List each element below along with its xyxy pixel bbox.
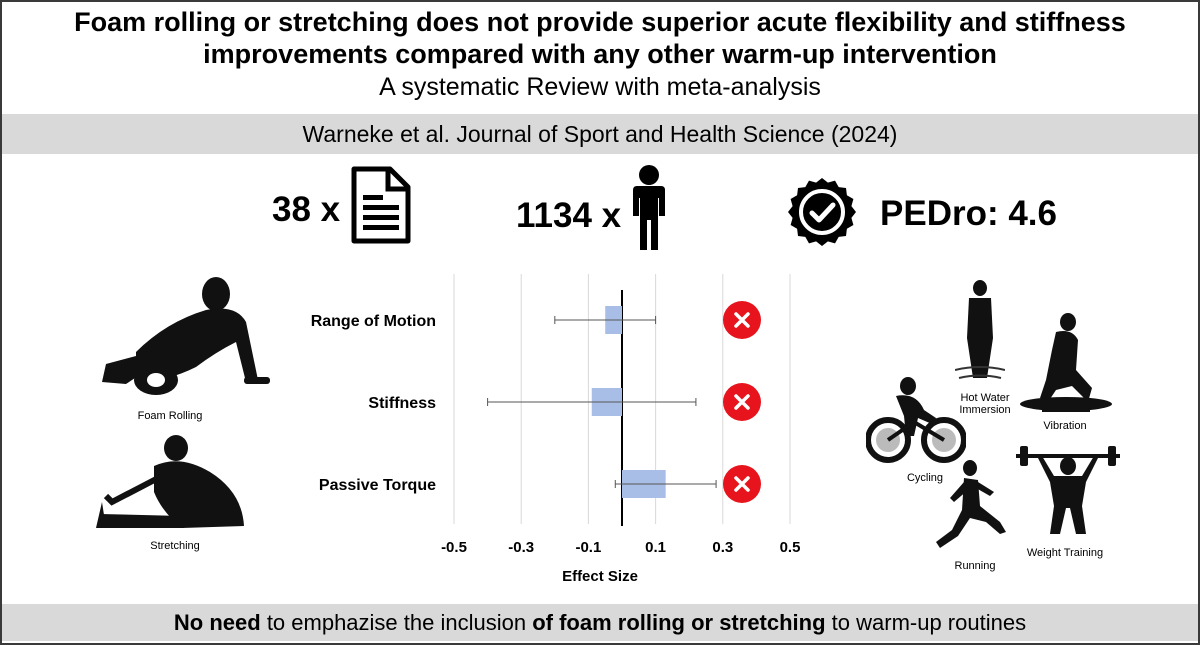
running-illustration xyxy=(936,460,1006,548)
citation-text: Warneke et al. Journal of Sport and Heal… xyxy=(302,121,898,147)
foam-rolling-illustration xyxy=(102,277,270,395)
y-category-label: Passive Torque xyxy=(319,477,436,494)
title-line-1: Foam rolling or stretching does not prov… xyxy=(74,7,1126,37)
conclusion-part-2: to emphazise the inclusion xyxy=(260,610,533,635)
x-tick-label: -0.5 xyxy=(441,539,467,556)
document-icon xyxy=(351,166,411,244)
x-tick-label: 0.3 xyxy=(712,539,733,556)
x-tick-label: -0.3 xyxy=(508,539,534,556)
weight-training-label: Weight Training xyxy=(1026,547,1104,559)
verified-badge-icon xyxy=(788,178,856,246)
studies-count: 38 x xyxy=(272,190,341,229)
running-label: Running xyxy=(954,560,996,572)
x-mark xyxy=(734,312,750,328)
forest-plot: -0.5 -0.3 -0.1 0.1 0.3 0.5 Range of Motion Stif… xyxy=(311,274,801,556)
x-tick-label: 0.5 xyxy=(780,539,801,556)
y-category-label: Range of Motion xyxy=(311,313,436,330)
foam-rolling-label: Foam Rolling xyxy=(137,410,203,422)
x-tick-label: -0.1 xyxy=(575,539,601,556)
vibration-label: Vibration xyxy=(1043,420,1087,432)
conclusion-part-4: to warm-up routines xyxy=(825,610,1027,635)
weight-training-illustration xyxy=(1016,446,1120,534)
vibration-illustration xyxy=(1020,313,1112,412)
conclusion-part-1: No need xyxy=(173,610,261,635)
participants-count: 1134 x xyxy=(516,196,622,235)
stretching-illustration xyxy=(96,435,244,528)
hot-water-label: Hot Water Immersion xyxy=(959,392,1011,416)
hot-water-immersion-illustration xyxy=(955,280,1005,379)
cycling-label: Cycling xyxy=(906,472,944,484)
x-axis-label: Effect Size xyxy=(562,568,638,585)
cycling-illustration xyxy=(866,377,966,463)
citation-band: Warneke et al. Journal of Sport and Heal… xyxy=(2,114,1198,154)
y-category-label: Stiffness xyxy=(368,395,436,412)
subtitle: A systematic Review with meta-analysis xyxy=(379,73,821,101)
stretching-label: Stretching xyxy=(150,540,200,552)
person-icon xyxy=(633,165,665,250)
conclusion-part-3: of foam rolling or stretching xyxy=(532,610,826,635)
x-mark xyxy=(734,476,750,492)
conclusion-band: No need to emphazise the inclusion of fo… xyxy=(2,604,1198,641)
x-tick-label: 0.1 xyxy=(645,539,666,556)
title-line-2: improvements compared with any other war… xyxy=(203,39,997,69)
x-mark xyxy=(734,394,750,410)
pedro-score: PEDro: 4.6 xyxy=(880,194,1057,233)
